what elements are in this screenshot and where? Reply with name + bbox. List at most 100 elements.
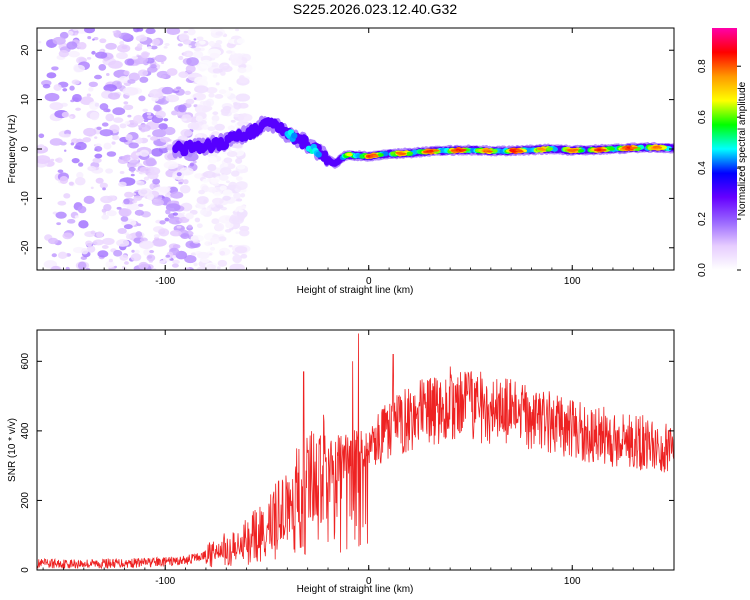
heatmap-ridge-cell xyxy=(655,146,663,149)
heatmap-noise-blob xyxy=(68,181,74,186)
heatmap-noise-blob xyxy=(118,208,132,217)
heatmap-noise-blob xyxy=(67,50,80,58)
heatmap-noise-blob xyxy=(194,217,201,223)
heatmap-noise-blob xyxy=(131,249,135,253)
heatmap-noise-blob xyxy=(161,195,165,199)
heatmap-noise-blob xyxy=(147,115,154,119)
heatmap-ridge-cell xyxy=(577,149,584,153)
heatmap-noise-blob xyxy=(143,176,150,181)
heatmap-noise-blob xyxy=(117,228,127,235)
colorbar-ticks: 0.0 0.2 0.4 0.6 0.8 xyxy=(697,59,741,277)
heatmap-noise-blob xyxy=(94,74,102,80)
heatmap-noise-blob xyxy=(102,237,115,246)
heatmap-noise-blob xyxy=(235,93,251,102)
heatmap-noise-blob xyxy=(164,217,170,222)
heatmap-noise-blob xyxy=(116,206,122,210)
heatmap-noise-blob xyxy=(192,50,204,59)
heatmap-noise-blob xyxy=(181,114,192,124)
heatmap-noise-blob xyxy=(55,211,67,219)
heatmap-noise-blob xyxy=(180,233,190,240)
heatmap-noise-blob xyxy=(176,172,182,177)
heatmap-noise-blob xyxy=(178,104,187,113)
heatmap-noise-blob xyxy=(196,251,210,260)
heatmap-noise-blob xyxy=(217,236,227,242)
heatmap-noise-blob xyxy=(210,178,219,185)
heatmap-noise-blob xyxy=(111,141,116,145)
heatmap-noise-blob xyxy=(234,209,239,212)
heatmap-noise-blob xyxy=(138,124,151,132)
heatmap-ridge-cell xyxy=(486,150,493,153)
heatmap-ridge-cell xyxy=(377,153,384,157)
heatmap-noise-blob xyxy=(74,215,80,219)
snr-x-tick-label: 100 xyxy=(564,576,581,587)
heatmap-noise-blob xyxy=(192,160,197,164)
snr-x-ticks: -100 0 100 xyxy=(42,330,675,587)
heatmap-noise-blob xyxy=(112,135,120,141)
colorbar-label: Normalized spectral amplitude xyxy=(737,81,748,216)
heatmap-noise-blob xyxy=(101,214,109,220)
heatmap-noise-blob xyxy=(153,234,160,238)
heatmap-x-tick-label: -100 xyxy=(155,276,175,287)
colorbar: 0.0 0.2 0.4 0.6 0.8 Normalized spectral ampl… xyxy=(697,28,748,277)
heatmap-noise-blob xyxy=(52,36,66,45)
colorbar-tick-label: 0.4 xyxy=(697,161,708,175)
heatmap-noise-blob xyxy=(196,36,204,41)
heatmap-noise-blob xyxy=(86,245,96,253)
heatmap-ridge-cell xyxy=(631,146,638,149)
heatmap-ridge-cell xyxy=(517,150,524,153)
heatmap-noise-blob xyxy=(145,157,157,167)
heatmap-noise-blob xyxy=(90,230,96,235)
heatmap-noise-blob xyxy=(158,123,168,130)
snr-x-tick-label: -100 xyxy=(155,576,175,587)
heatmap-noise-blob xyxy=(172,212,178,216)
heatmap-noise-blob xyxy=(226,50,233,54)
heatmap-ridge-cell xyxy=(291,132,298,139)
heatmap-noise-blob xyxy=(105,260,115,268)
heatmap-noise-blob xyxy=(98,63,107,71)
heatmap-noise-blob xyxy=(149,89,163,98)
heatmap-x-tick-label: 0 xyxy=(366,276,372,287)
heatmap-noise-blob xyxy=(127,114,132,118)
heatmap-noise-blob xyxy=(149,136,158,141)
heatmap-ridge-cell xyxy=(432,149,440,152)
heatmap-y-tick-label: -10 xyxy=(20,191,31,206)
heatmap-y-tick-label: -20 xyxy=(20,240,31,255)
heatmap-noise-blob xyxy=(221,65,233,73)
heatmap-noise-blob xyxy=(166,28,181,35)
heatmap-noise-blob xyxy=(179,184,191,194)
heatmap-noise-blob xyxy=(227,162,231,165)
heatmap-noise-blob xyxy=(217,259,228,267)
heatmap-noise-blob xyxy=(233,192,242,200)
heatmap-noise-blob xyxy=(201,106,211,113)
heatmap-noise-blob xyxy=(67,30,74,36)
heatmap-noise-blob xyxy=(208,40,215,47)
heatmap-noise-blob xyxy=(56,222,62,226)
heatmap-noise-blob xyxy=(147,46,152,49)
heatmap-noise-blob xyxy=(182,39,192,45)
heatmap-noise-blob xyxy=(172,244,181,249)
heatmap-noise-blob xyxy=(226,150,238,158)
heatmap-noise-blob xyxy=(175,86,182,90)
heatmap-noise-blob xyxy=(169,258,174,261)
heatmap-noise-blob xyxy=(214,94,224,99)
heatmap-noise-blob xyxy=(66,218,76,224)
heatmap-noise-blob xyxy=(215,31,224,36)
heatmap-noise-blob xyxy=(193,47,202,52)
heatmap-noise-blob xyxy=(71,79,80,85)
heatmap-noise-blob xyxy=(102,187,106,191)
heatmap-noise-blob xyxy=(127,79,136,84)
heatmap-noise-blob xyxy=(93,37,99,41)
heatmap-noise-blob xyxy=(122,87,139,96)
heatmap-noise-blob xyxy=(49,138,63,146)
heatmap-noise-blob xyxy=(165,209,171,215)
heatmap-noise-blob xyxy=(113,249,123,257)
heatmap-noise-blob xyxy=(209,62,219,68)
heatmap-noise-blob xyxy=(218,174,229,181)
heatmap-ridge-cell xyxy=(491,149,498,153)
heatmap-noise-blob xyxy=(213,191,222,197)
heatmap-noise-blob xyxy=(185,64,196,73)
heatmap-noise-blob xyxy=(228,38,236,44)
heatmap-noise-blob xyxy=(72,28,79,31)
heatmap-noise-blob xyxy=(128,142,139,149)
